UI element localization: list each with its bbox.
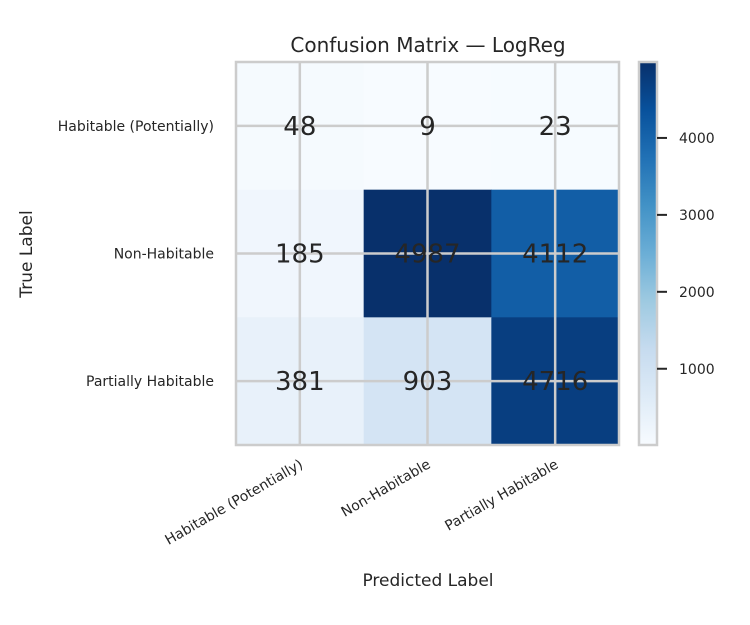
cell-value-label: 4716	[522, 367, 588, 397]
cell-value-label: 185	[275, 240, 325, 270]
cell-value-label: 9	[419, 112, 436, 142]
colorbar-tick-label: 4000	[679, 131, 715, 147]
x-tick-label: Habitable (Potentially)	[163, 457, 306, 549]
x-tick-labels: Habitable (Potentially) Non-Habitable Part…	[163, 457, 562, 549]
x-tick-label: Non-Habitable	[339, 457, 434, 521]
y-axis-label: True Label	[17, 210, 37, 298]
cell-value-label: 381	[275, 367, 325, 397]
colorbar-tick-label: 2000	[679, 285, 715, 301]
y-tick-labels: Habitable (Potentially) Non-Habitable Part…	[58, 119, 214, 390]
colorbar-tick-label: 3000	[679, 208, 715, 224]
x-tick-label: Partially Habitable	[442, 457, 561, 535]
x-axis-label: Predicted Label	[362, 571, 493, 591]
cell-value-label: 903	[403, 367, 453, 397]
colorbar-tick-label: 1000	[679, 362, 715, 378]
grid-lines	[236, 62, 619, 445]
colorbar	[637, 60, 659, 447]
plot-frame	[234, 60, 621, 447]
cell-value-label: 4987	[394, 240, 460, 270]
cell-value-label: 4112	[522, 240, 588, 270]
y-tick-label: Non-Habitable	[114, 247, 214, 263]
chart-title: Confusion Matrix — LogReg	[290, 33, 565, 57]
cell-value-label: 48	[283, 112, 316, 142]
y-tick-label: Partially Habitable	[86, 374, 214, 390]
y-tick-label: Habitable (Potentially)	[58, 119, 214, 135]
cell-values: 48 9 23 185 4987 4112 381 903 4716	[275, 112, 588, 397]
colorbar-ticks: 1000 2000 3000 4000	[657, 131, 715, 378]
cell-value-label: 23	[539, 112, 572, 142]
